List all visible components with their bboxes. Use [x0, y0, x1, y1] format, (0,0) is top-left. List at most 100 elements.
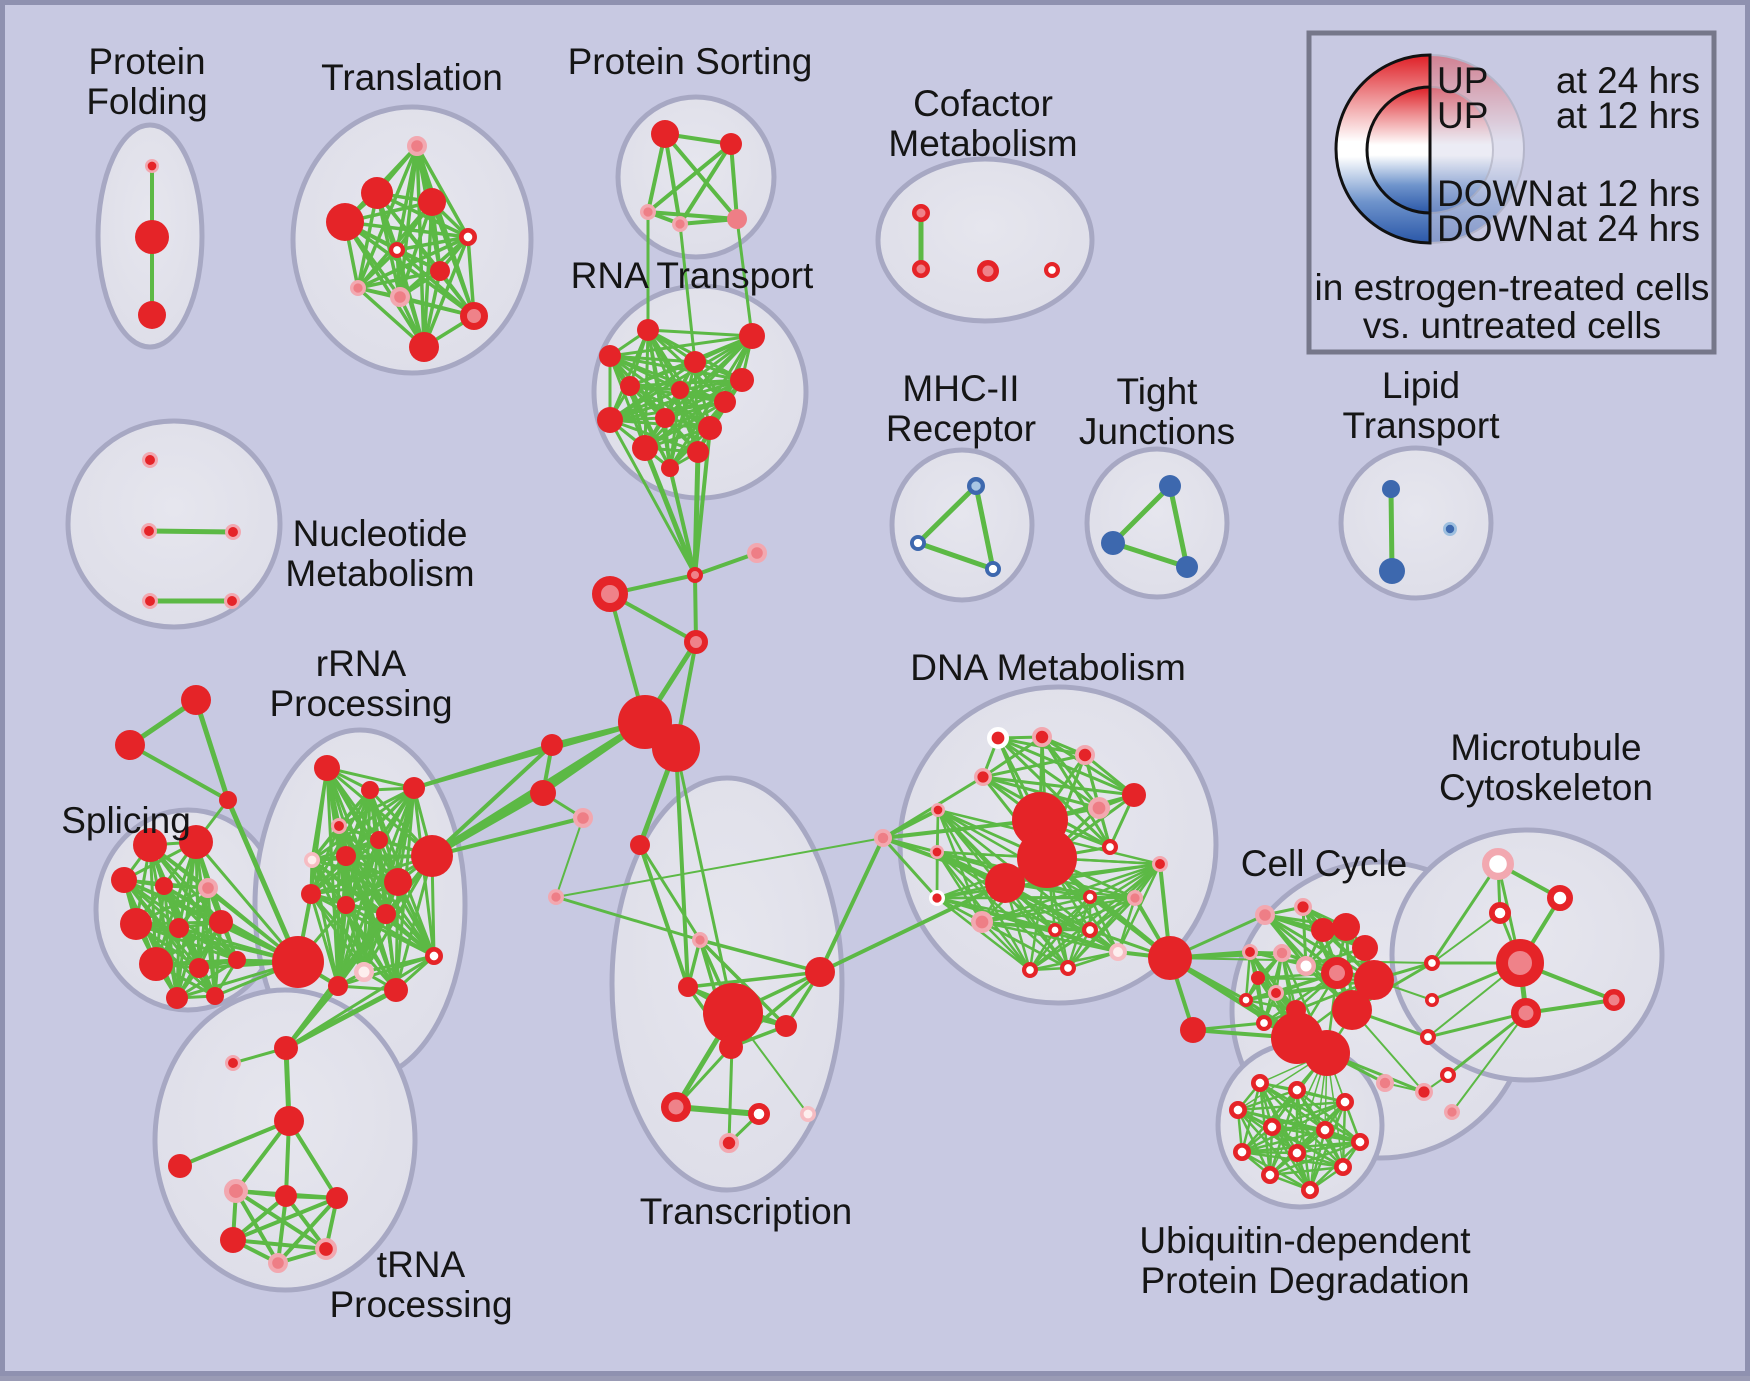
- gene-node[interactable]: [1287, 1143, 1306, 1162]
- gene-node[interactable]: [1180, 1017, 1206, 1043]
- gene-node[interactable]: [977, 260, 999, 282]
- gene-node[interactable]: [460, 302, 488, 330]
- gene-node[interactable]: [746, 542, 767, 563]
- gene-node[interactable]: [135, 220, 169, 254]
- gene-node[interactable]: [530, 780, 556, 806]
- gene-node[interactable]: [970, 910, 993, 933]
- gene-node[interactable]: [409, 332, 439, 362]
- gene-node[interactable]: [337, 896, 355, 914]
- gene-node[interactable]: [719, 1133, 740, 1154]
- gene-node[interactable]: [1021, 962, 1038, 979]
- gene-node[interactable]: [138, 301, 166, 329]
- gene-node[interactable]: [1262, 1117, 1281, 1136]
- gene-node[interactable]: [181, 685, 211, 715]
- gene-node[interactable]: [328, 976, 348, 996]
- gene-node[interactable]: [671, 381, 689, 399]
- gene-node[interactable]: [120, 908, 152, 940]
- gene-node[interactable]: [678, 977, 698, 997]
- gene-node[interactable]: [632, 435, 658, 461]
- gene-node[interactable]: [1017, 828, 1077, 888]
- gene-node[interactable]: [272, 936, 324, 988]
- gene-node[interactable]: [1159, 475, 1181, 497]
- gene-node[interactable]: [411, 835, 453, 877]
- gene-node[interactable]: [376, 904, 396, 924]
- gene-node[interactable]: [225, 524, 242, 541]
- gene-node[interactable]: [1075, 745, 1096, 766]
- gene-node[interactable]: [139, 947, 173, 981]
- gene-node[interactable]: [651, 120, 679, 148]
- gene-node[interactable]: [1379, 558, 1405, 584]
- gene-node[interactable]: [592, 576, 628, 612]
- gene-node[interactable]: [1315, 1120, 1334, 1139]
- gene-node[interactable]: [354, 962, 374, 982]
- gene-node[interactable]: [1335, 1092, 1354, 1111]
- gene-node[interactable]: [275, 1185, 297, 1207]
- gene-node[interactable]: [1122, 783, 1146, 807]
- gene-node[interactable]: [661, 459, 679, 477]
- gene-node[interactable]: [597, 407, 623, 433]
- gene-node[interactable]: [1101, 839, 1118, 856]
- gene-node[interactable]: [220, 1227, 246, 1253]
- gene-node[interactable]: [424, 947, 443, 966]
- gene-node[interactable]: [1547, 885, 1574, 912]
- gene-node[interactable]: [155, 877, 173, 895]
- gene-node[interactable]: [909, 534, 926, 551]
- gene-node[interactable]: [1481, 847, 1514, 880]
- gene-node[interactable]: [384, 868, 412, 896]
- gene-node[interactable]: [198, 877, 219, 898]
- gene-node[interactable]: [1047, 923, 1062, 938]
- gene-node[interactable]: [418, 188, 446, 216]
- gene-node[interactable]: [985, 863, 1025, 903]
- gene-node[interactable]: [671, 215, 688, 232]
- gene-node[interactable]: [966, 477, 985, 496]
- gene-node[interactable]: [655, 408, 675, 428]
- gene-node[interactable]: [1268, 985, 1285, 1002]
- gene-node[interactable]: [1081, 922, 1098, 939]
- gene-node[interactable]: [349, 279, 366, 296]
- gene-node[interactable]: [1228, 1100, 1247, 1119]
- gene-node[interactable]: [458, 227, 477, 246]
- gene-node[interactable]: [361, 781, 379, 799]
- gene-node[interactable]: [637, 319, 659, 341]
- gene-node[interactable]: [111, 867, 137, 893]
- gene-node[interactable]: [336, 846, 356, 866]
- gene-node[interactable]: [739, 323, 765, 349]
- gene-node[interactable]: [1242, 944, 1259, 961]
- gene-node[interactable]: [370, 831, 388, 849]
- gene-node[interactable]: [1101, 531, 1125, 555]
- gene-node[interactable]: [714, 391, 736, 413]
- gene-node[interactable]: [274, 1036, 298, 1060]
- gene-node[interactable]: [326, 203, 364, 241]
- gene-node[interactable]: [169, 918, 189, 938]
- gene-node[interactable]: [620, 376, 640, 396]
- gene-node[interactable]: [179, 825, 213, 859]
- gene-node[interactable]: [142, 451, 159, 468]
- gene-node[interactable]: [1350, 1132, 1369, 1151]
- gene-node[interactable]: [141, 523, 158, 540]
- gene-node[interactable]: [1603, 989, 1625, 1011]
- gene-node[interactable]: [1443, 522, 1458, 537]
- gene-node[interactable]: [274, 1106, 304, 1136]
- gene-node[interactable]: [1352, 935, 1378, 961]
- gene-node[interactable]: [1273, 944, 1292, 963]
- gene-node[interactable]: [224, 1179, 249, 1204]
- gene-node[interactable]: [1255, 1015, 1272, 1032]
- gene-node[interactable]: [225, 1055, 242, 1072]
- gene-node[interactable]: [928, 889, 945, 906]
- gene-node[interactable]: [547, 888, 564, 905]
- gene-node[interactable]: [1251, 971, 1265, 985]
- gene-node[interactable]: [1354, 960, 1394, 1000]
- gene-node[interactable]: [1032, 727, 1053, 748]
- gene-node[interactable]: [1311, 918, 1335, 942]
- gene-node[interactable]: [301, 884, 321, 904]
- gene-node[interactable]: [1419, 1028, 1436, 1045]
- gene-node[interactable]: [219, 791, 237, 809]
- gene-node[interactable]: [1250, 1073, 1269, 1092]
- gene-node[interactable]: [1304, 1030, 1350, 1076]
- gene-node[interactable]: [1439, 1066, 1456, 1083]
- gene-node[interactable]: [268, 1252, 289, 1273]
- gene-node[interactable]: [1321, 957, 1353, 989]
- gene-node[interactable]: [1300, 1180, 1319, 1199]
- gene-node[interactable]: [1496, 939, 1544, 987]
- gene-node[interactable]: [1423, 955, 1440, 972]
